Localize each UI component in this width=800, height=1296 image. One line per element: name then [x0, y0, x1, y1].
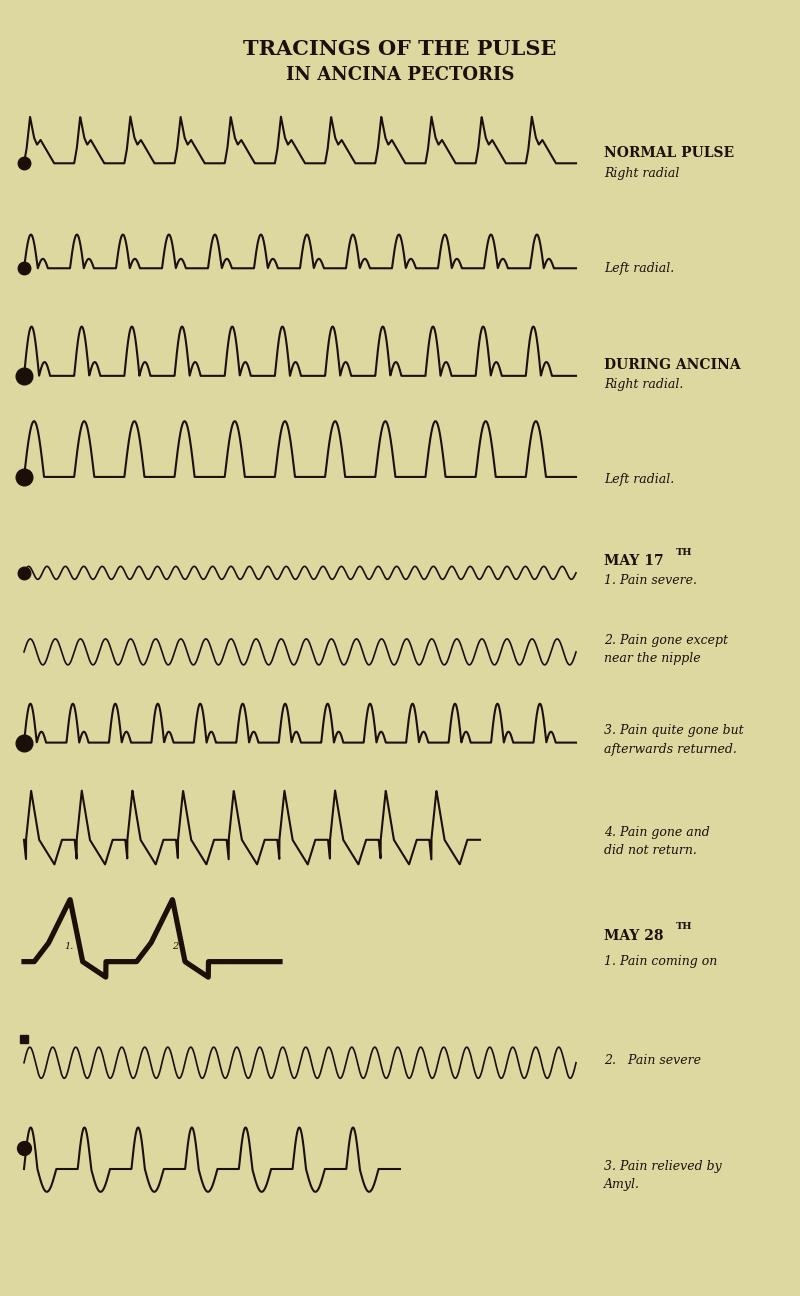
Text: 1. Pain coming on: 1. Pain coming on	[604, 955, 718, 968]
Text: NORMAL PULSE: NORMAL PULSE	[604, 146, 734, 159]
Text: TH: TH	[676, 548, 693, 556]
Text: DURING ANCINA: DURING ANCINA	[604, 359, 741, 372]
Text: 2. Pain gone except: 2. Pain gone except	[604, 634, 728, 647]
Text: Right radial.: Right radial.	[604, 378, 683, 391]
Text: 2: 2	[172, 942, 178, 951]
Text: MAY 28: MAY 28	[604, 929, 663, 942]
Text: MAY 17: MAY 17	[604, 555, 664, 568]
Text: TH: TH	[676, 923, 693, 931]
Text: Left radial.: Left radial.	[604, 473, 674, 486]
Text: 1.: 1.	[64, 942, 74, 951]
Text: Left radial.: Left radial.	[604, 262, 674, 275]
Text: IN ANCINA PECTORIS: IN ANCINA PECTORIS	[286, 66, 514, 84]
Text: did not return.: did not return.	[604, 844, 697, 857]
Text: 2.   Pain severe: 2. Pain severe	[604, 1054, 701, 1067]
Text: 4. Pain gone and: 4. Pain gone and	[604, 826, 710, 839]
Text: 1. Pain severe.: 1. Pain severe.	[604, 574, 697, 587]
Text: TRACINGS OF THE PULSE: TRACINGS OF THE PULSE	[243, 39, 557, 60]
Text: afterwards returned.: afterwards returned.	[604, 743, 737, 756]
Text: near the nipple: near the nipple	[604, 652, 701, 665]
Text: Amyl.: Amyl.	[604, 1178, 640, 1191]
Text: 3. Pain quite gone but: 3. Pain quite gone but	[604, 724, 744, 737]
Text: 3. Pain relieved by: 3. Pain relieved by	[604, 1160, 722, 1173]
Text: Right radial: Right radial	[604, 167, 679, 180]
